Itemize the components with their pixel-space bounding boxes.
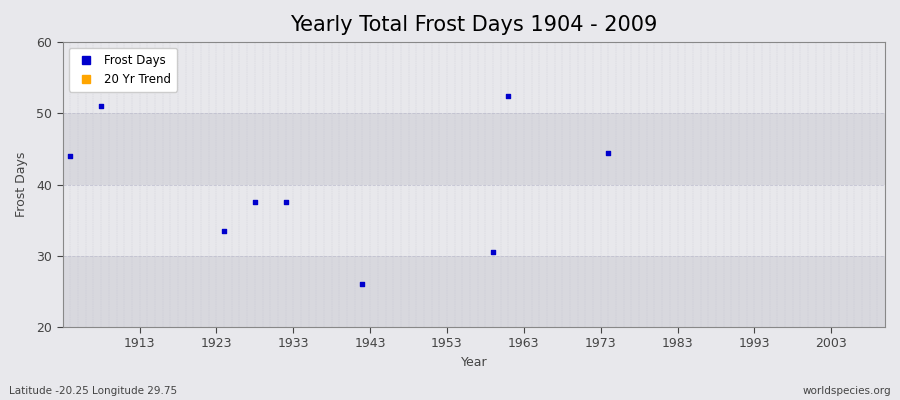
Point: [63, 153, 77, 159]
Legend: Frost Days, 20 Yr Trend: Frost Days, 20 Yr Trend: [68, 48, 177, 92]
Point: [94, 103, 108, 110]
Bar: [63, 184, 885, 256]
Point: [486, 249, 500, 256]
Point: [501, 92, 516, 99]
Point: [601, 149, 616, 156]
Bar: [63, 113, 885, 184]
Point: [248, 199, 262, 206]
Title: Yearly Total Frost Days 1904 - 2009: Yearly Total Frost Days 1904 - 2009: [290, 15, 658, 35]
Bar: [63, 256, 885, 327]
Text: worldspecies.org: worldspecies.org: [803, 386, 891, 396]
Bar: [63, 42, 885, 113]
Point: [278, 199, 293, 206]
Text: Latitude -20.25 Longitude 29.75: Latitude -20.25 Longitude 29.75: [9, 386, 177, 396]
Point: [217, 228, 231, 234]
Y-axis label: Frost Days: Frost Days: [15, 152, 28, 217]
Point: [356, 281, 370, 288]
X-axis label: Year: Year: [461, 356, 487, 369]
